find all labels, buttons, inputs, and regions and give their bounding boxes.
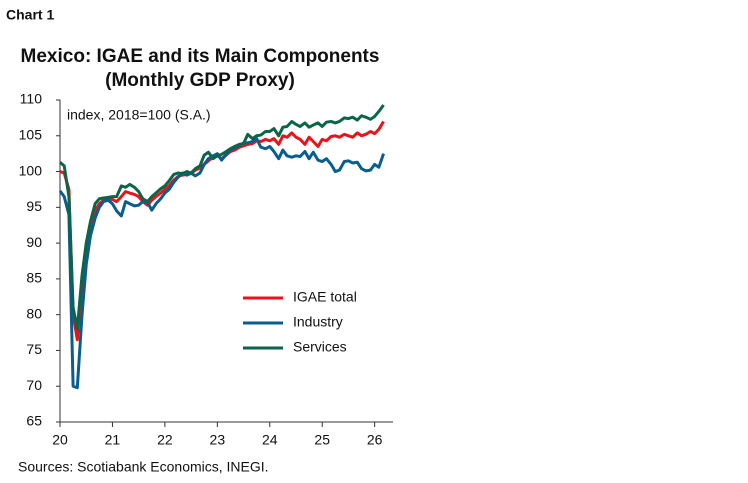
series-line: [58, 137, 385, 390]
series-line: [59, 104, 385, 331]
y-tick-label: 90: [26, 234, 42, 250]
y-tick-label: 105: [19, 126, 43, 142]
chart-subtitle: (Monthly GDP Proxy): [105, 70, 295, 91]
x-tick-label: 24: [262, 432, 278, 448]
y-tick-label: 80: [26, 305, 42, 321]
chart-label: Chart 1: [6, 7, 54, 23]
chart-title: Mexico: IGAE and its Main Components: [21, 46, 380, 67]
x-tick-label: 20: [52, 432, 68, 448]
legend-label: IGAE total: [293, 289, 357, 305]
annotation: index, 2018=100 (S.A.): [67, 107, 211, 123]
legend-label: Services: [293, 339, 347, 355]
y-tick-label: 85: [26, 270, 42, 286]
source: Sources: Scotiabank Economics, INEGI.: [18, 459, 269, 475]
x-tick-label: 22: [157, 432, 173, 448]
y-tick-label: 110: [20, 91, 43, 107]
y-tick-label: 70: [26, 377, 42, 393]
x-tick-label: 25: [314, 432, 330, 448]
x-tick-label: 26: [367, 432, 383, 448]
y-tick-label: 100: [19, 162, 43, 178]
y-tick-label: 75: [26, 341, 42, 357]
y-tick-label: 65: [26, 413, 42, 429]
x-tick-label: 21: [105, 432, 121, 448]
legend-label: Industry: [293, 314, 343, 330]
y-tick-label: 95: [26, 198, 42, 214]
x-tick-label: 23: [210, 432, 226, 448]
